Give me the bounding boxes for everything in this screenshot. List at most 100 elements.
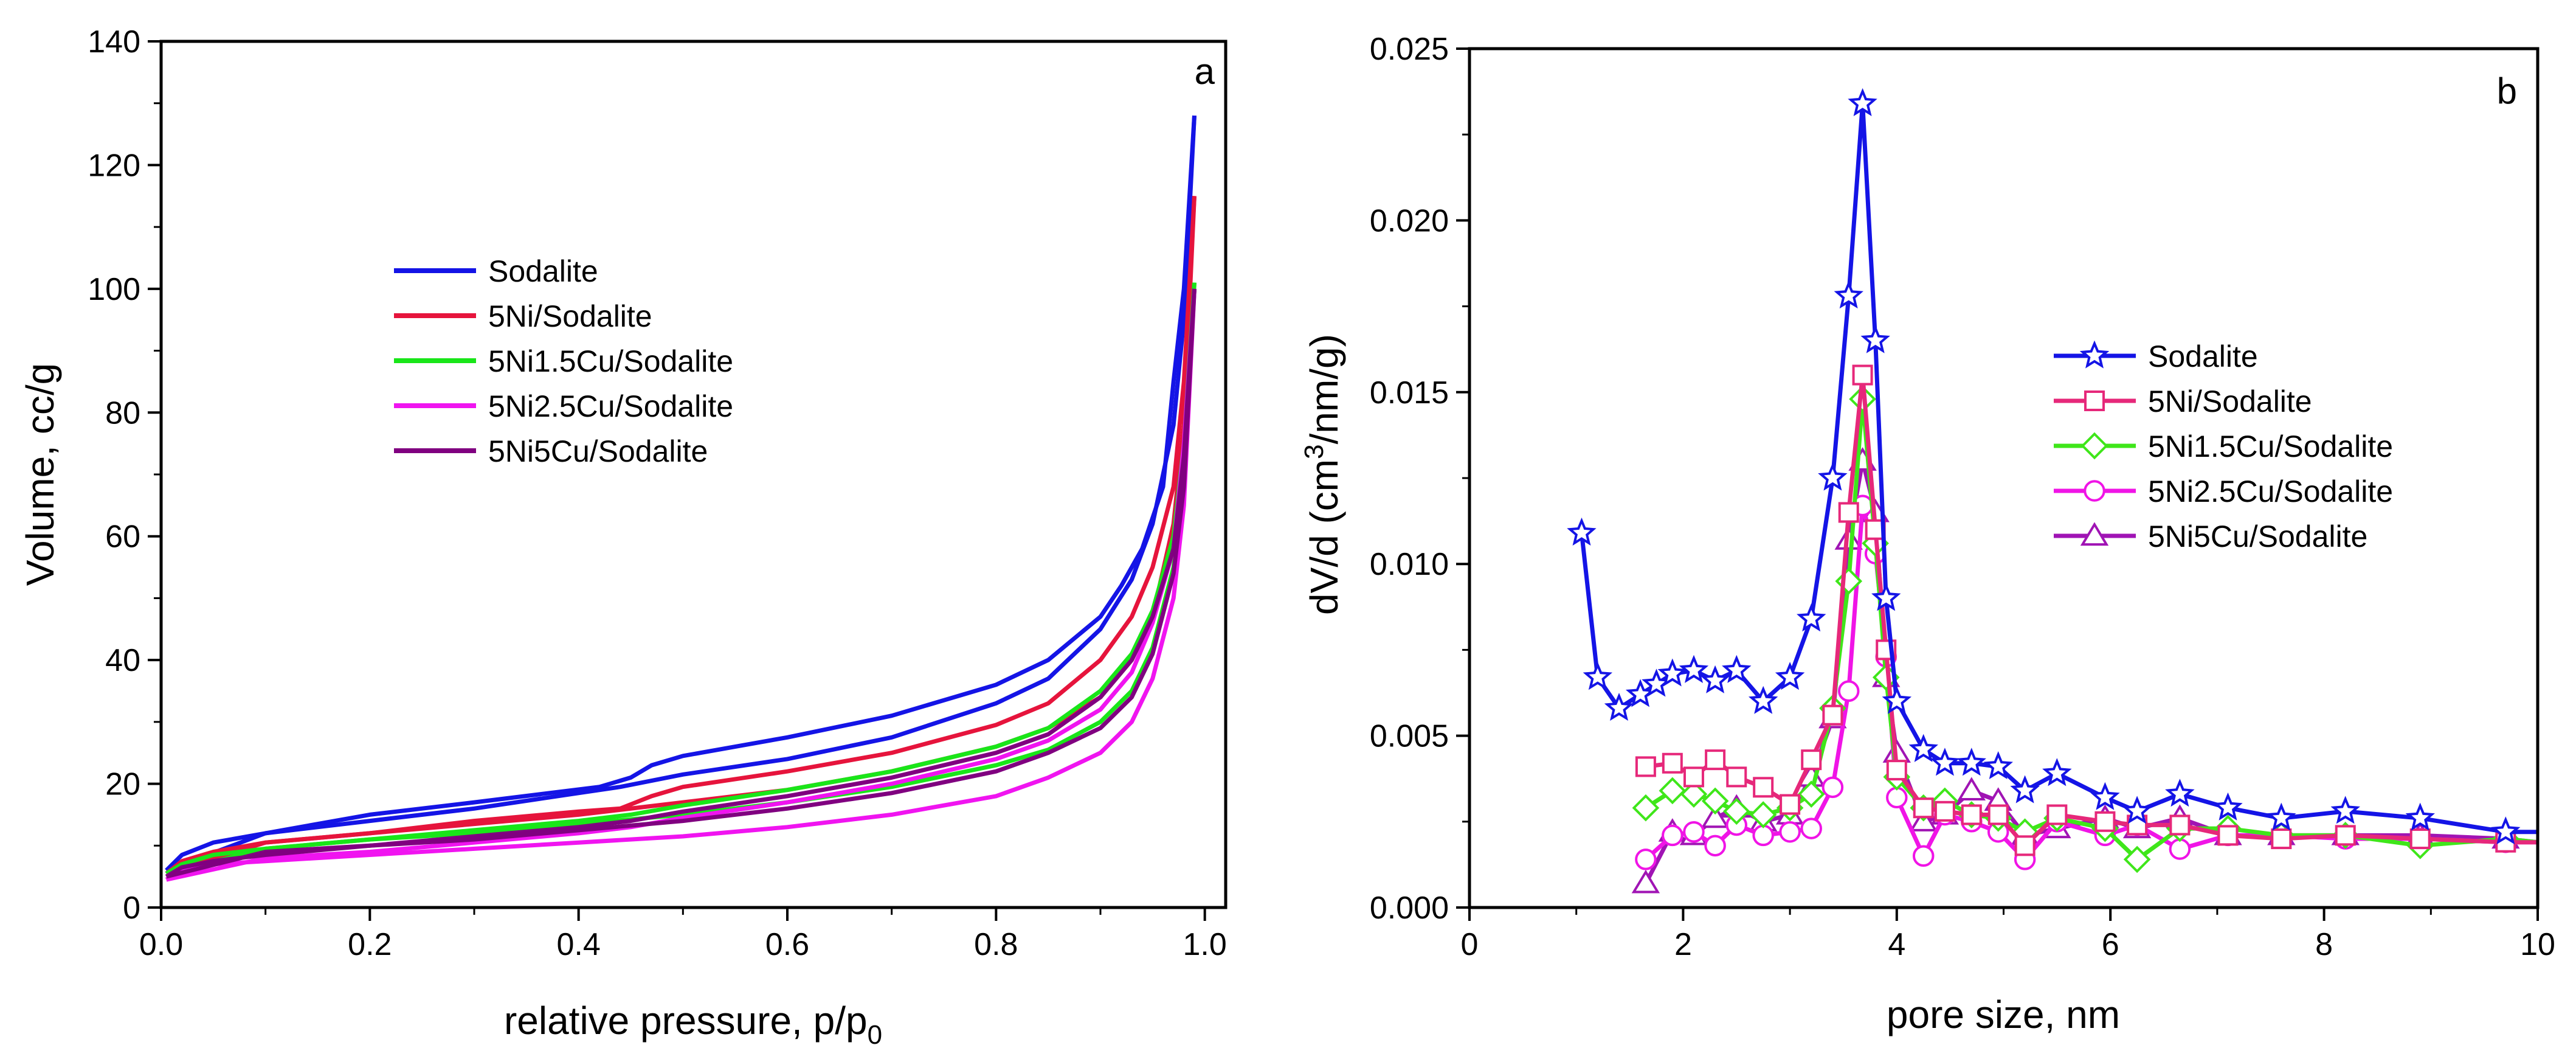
data-point-marker: [1822, 704, 1843, 726]
data-point-marker: [2335, 825, 2356, 846]
data-point-marker: [1752, 824, 1774, 847]
x-tick-label: 10: [2520, 927, 2555, 962]
panel-a-x-axis-title: relative pressure, p/p0: [504, 999, 882, 1050]
panel-b-plot-frame: [1468, 47, 2540, 909]
y-tick-label: 0: [123, 890, 140, 926]
data-point-marker: [1683, 821, 1705, 843]
data-point-marker: [1657, 658, 1688, 687]
legend-label: 5Ni/Sodalite: [488, 299, 652, 333]
data-point-marker: [2122, 796, 2152, 824]
series-line-desorption: [165, 288, 1196, 879]
panel-a-ticks: 0.0 0.2 0.4 0.6 0.8 1.0 0 20 40 60 80 100 120 140: [88, 24, 1227, 962]
data-point-marker: [1886, 786, 1908, 809]
y-tick-label: 0.015: [1370, 375, 1449, 411]
data-point-marker: [1635, 756, 1656, 777]
data-point-marker: [2217, 825, 2239, 846]
data-point-marker: [1779, 821, 1801, 843]
data-point-marker: [2330, 796, 2360, 824]
data-point-marker: [1726, 766, 1747, 788]
data-point-marker: [1957, 777, 1986, 801]
data-point-marker: [1567, 517, 1597, 546]
data-point-marker: [1912, 845, 1935, 867]
data-point-marker: [1838, 502, 1859, 523]
panel-b-legend: Sodalite 5Ni/Sodalite 5Ni1.5Cu/Sodalite 5Ni…: [2054, 339, 2393, 554]
data-point-marker: [2169, 814, 2191, 836]
data-point-marker: [1797, 603, 1826, 632]
x-tick-label: 6: [2102, 927, 2119, 962]
data-point-marker: [1834, 280, 1863, 309]
y-tick-label: 0.000: [1370, 890, 1449, 926]
y-tick-label: 140: [88, 24, 140, 60]
data-point-marker: [2405, 802, 2435, 831]
y-tick-label: 80: [105, 395, 140, 431]
data-point-marker: [2271, 828, 2292, 850]
panel-a-y-axis-title: Volume, cc/g: [18, 363, 62, 586]
legend-label: 5Ni1.5Cu/Sodalite: [2148, 429, 2393, 463]
data-point-marker: [1871, 583, 1901, 611]
data-point-marker: [1797, 780, 1825, 808]
x-tick-label: 0.8: [974, 927, 1018, 962]
data-point-marker: [2042, 758, 2072, 786]
data-point-marker: [2213, 792, 2243, 821]
legend-label: Sodalite: [2148, 339, 2258, 373]
data-point-marker: [1705, 749, 1726, 771]
data-point-marker: [2267, 802, 2296, 831]
data-point-marker: [1801, 749, 1822, 771]
data-point-marker: [1800, 817, 1822, 839]
panel-b-y-axis-title: dV/d (cm3/nm/g): [1299, 334, 1346, 615]
legend-marker: [2080, 522, 2109, 546]
legend-marker: [2084, 480, 2105, 502]
x-tick-label: 0: [1461, 927, 1479, 962]
data-point-marker: [1659, 777, 1687, 805]
series-line-desorption: [165, 196, 1196, 876]
data-point-marker: [1852, 364, 1873, 386]
data-point-marker: [1704, 835, 1726, 857]
data-point-marker: [1818, 462, 1848, 491]
data-point-marker: [2010, 775, 2040, 803]
x-tick-label: 0.2: [348, 927, 392, 962]
data-point-marker: [2094, 811, 2116, 832]
y-tick-label: 40: [105, 643, 140, 678]
data-point-marker: [1701, 804, 1730, 828]
panel-a-label: a: [1195, 51, 1215, 92]
data-point-marker: [1683, 766, 1704, 788]
panel-b-label: b: [2497, 71, 2517, 111]
data-point-marker: [2409, 828, 2431, 850]
y-tick-label: 20: [105, 767, 140, 802]
legend-marker: [2084, 390, 2105, 411]
data-point-marker: [1722, 797, 1750, 825]
data-point-marker: [1700, 665, 1730, 693]
data-point-marker: [2165, 779, 2195, 807]
chart-panel-a: 0.0 0.2 0.4 0.6 0.8 1.0 0 20 40 60 80 100 120 140 a r…: [18, 24, 1228, 1050]
data-point-marker: [1908, 734, 1938, 762]
data-point-marker: [1680, 780, 1708, 808]
x-tick-label: 1.0: [1183, 927, 1227, 962]
legend-label: 5Ni2.5Cu/Sodalite: [488, 389, 733, 423]
x-tick-label: 2: [1674, 927, 1692, 962]
data-point-marker: [2014, 835, 2036, 856]
data-point-marker: [1583, 662, 1613, 690]
legend-marker: [2080, 432, 2108, 460]
data-point-marker: [1635, 849, 1657, 870]
data-point-marker: [1934, 800, 1955, 822]
x-tick-label: 0.4: [557, 927, 601, 962]
data-point-marker: [1631, 869, 1660, 894]
data-point-marker: [1679, 654, 1709, 683]
legend-label: 5Ni1.5Cu/Sodalite: [488, 344, 733, 378]
data-point-marker: [1822, 776, 1844, 799]
data-point-marker: [2491, 816, 2521, 845]
data-point-marker: [1961, 804, 1982, 825]
data-point-marker: [1860, 325, 1890, 353]
data-point-marker: [2046, 804, 2068, 825]
data-point-marker: [1886, 760, 1907, 781]
data-point-marker: [1749, 801, 1777, 828]
y-tick-label: 0.005: [1370, 719, 1449, 754]
data-point-marker: [1701, 787, 1729, 815]
y-tick-label: 0.020: [1370, 203, 1449, 238]
panel-b-series: [1567, 88, 2538, 894]
data-point-marker: [2123, 845, 2151, 873]
data-point-marker: [1956, 748, 1986, 776]
y-tick-label: 60: [105, 519, 140, 555]
